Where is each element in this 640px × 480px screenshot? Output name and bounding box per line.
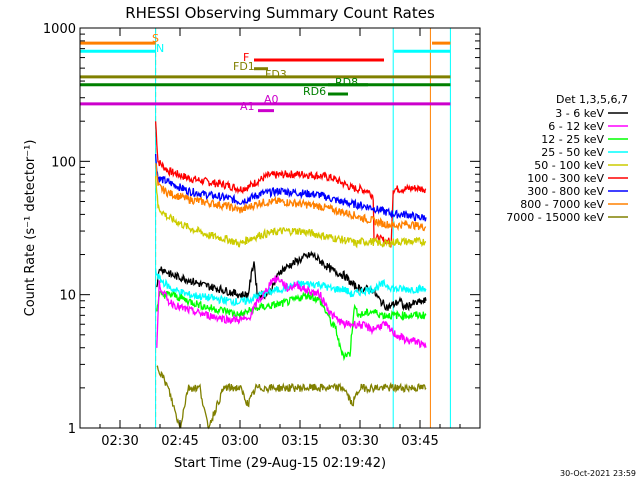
series-line (154, 176, 427, 249)
series-line (156, 250, 427, 312)
y-axis: 1 10 100 1000 (43, 22, 480, 437)
series-line (155, 163, 427, 232)
legend-header: Det 1,3,5,6,7 (556, 93, 628, 106)
series-line (154, 121, 427, 248)
y-axis-label: Count Rate (s⁻¹ detector⁻¹) (23, 140, 38, 317)
legend-label: 3 - 6 keV (555, 107, 604, 120)
x-tick-label: 03:15 (281, 434, 318, 449)
flag-label-rd8: RD8 (335, 76, 358, 89)
footer-timestamp: 30-Oct-2021 23:59 (560, 469, 636, 478)
series-line (156, 365, 427, 430)
x-tick-label: 02:30 (101, 434, 138, 449)
y-tick-label: 10 (59, 289, 76, 304)
series-line (154, 153, 427, 222)
series-line (156, 290, 427, 362)
x-axis-label: Start Time (29-Aug-15 02:19:42) (174, 456, 386, 471)
flag-label-f: F (243, 51, 249, 64)
x-tick-label: 03:45 (401, 434, 438, 449)
legend-label: 12 - 25 keV (541, 133, 604, 146)
flag-label-n: N (156, 42, 164, 55)
legend-label: 7000 - 15000 keV (506, 211, 604, 224)
x-tick-label: 02:45 (161, 434, 198, 449)
flag-label-a1: A1 (240, 100, 255, 113)
flag-label-fd1: FD1 (233, 60, 255, 73)
flag-label-s: S (152, 32, 159, 45)
legend-label: 6 - 12 keV (548, 120, 604, 133)
series-line (154, 269, 427, 307)
plot-area (79, 28, 451, 430)
flag-label-rd6: RD6 (303, 85, 326, 98)
legend-label: 50 - 100 keV (534, 159, 604, 172)
y-tick-label: 1000 (43, 22, 76, 37)
x-axis: 02:30 02:45 03:00 03:15 03:30 03:45 (99, 28, 461, 449)
series-line (156, 274, 427, 349)
flag-label-fd3: FD3 (265, 68, 287, 81)
y-tick-label: 100 (51, 155, 76, 170)
x-tick-label: 03:00 (221, 434, 258, 449)
legend-label: 300 - 800 keV (527, 185, 604, 198)
legend-label: 25 - 50 keV (541, 146, 604, 159)
flag-label-a0: A0 (264, 93, 279, 106)
y-tick-label: 1 (68, 422, 76, 437)
legend-label: 800 - 7000 keV (520, 198, 604, 211)
legend-label: 100 - 300 keV (527, 172, 604, 185)
chart-title: RHESSI Observing Summary Count Rates (125, 4, 435, 22)
x-tick-label: 03:30 (341, 434, 378, 449)
